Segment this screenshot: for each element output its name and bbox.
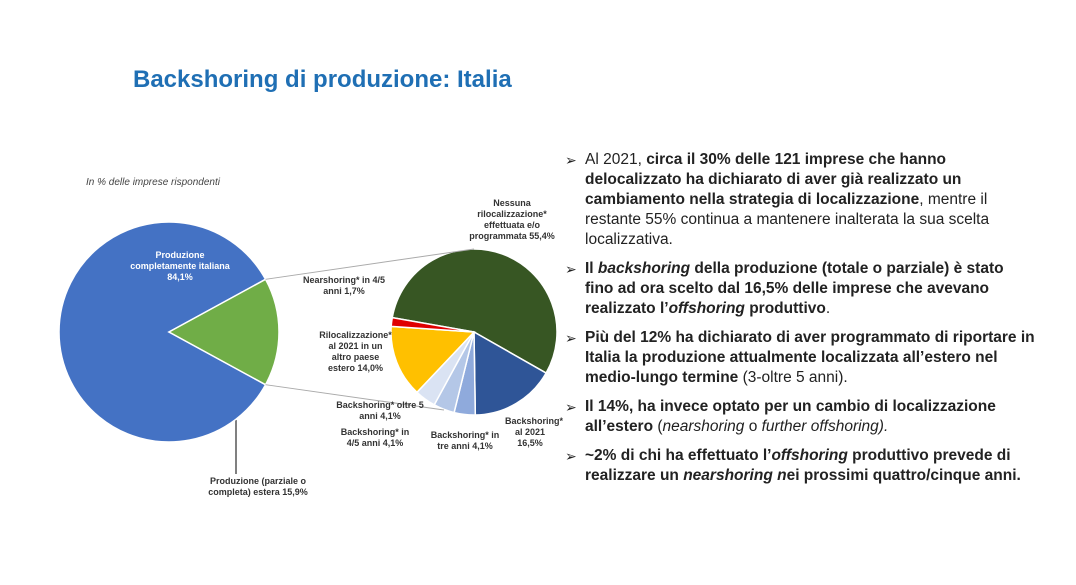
bullet: ~2% di chi ha effettuato l’offshoring pr… [565,446,1035,486]
slice-value: 4,1% [380,411,401,421]
bullet: Più del 12% ha dichiarato di aver progra… [565,328,1035,388]
bullet-text: Più del 12% ha dichiarato di aver progra… [585,329,1035,386]
bullet-text: , mentre il restante 55% continua a mant… [585,191,990,248]
bullet-text: ~2% di chi ha effettuato l’ [585,447,772,464]
slice-label: Nearshoring* in 4/5 anni 1,7% [298,275,390,297]
bullet-text: Al 2021, [585,151,647,168]
bullet-text: o [744,418,762,435]
bullet-text: ei prossimi quattro/cinque anni. [786,467,1021,484]
pie-slice [390,325,476,394]
slice-name: Backshoring* oltre 5 anni [336,400,424,421]
slice-name: Produzione completamente italiana [130,250,230,271]
bullet-text: produttivo [744,300,826,317]
slice-label: Produzione (parziale o completa) estera … [203,476,313,498]
pie-slice [167,278,280,386]
slice-value: 14,0% [357,363,384,373]
pie-slice [391,248,558,375]
slice-value: 84,1% [167,272,193,282]
slice-name: Rilocalizzazione* al 2021 in un altro pa… [319,330,392,373]
bullet: Al 2021, circa il 30% delle 121 imprese … [565,150,1035,250]
slice-label: Rilocalizzazione* al 2021 in un altro pa… [318,330,393,374]
slice-value: 4,1% [382,438,404,448]
slice-name: Backshoring* al 2021 [505,416,564,437]
bullet-text: . [825,300,831,317]
slice-value: 16,5% [517,438,543,448]
bullet-text: offshoring [771,447,848,464]
slide-title: Backshoring di produzione: Italia [133,66,512,93]
slice-name: Backshoring* in 4/5 anni [340,427,410,448]
slice-label: Backshoring* oltre 5 anni 4,1% [330,400,430,422]
connector-line [265,248,475,280]
bullet-text: nearshoring n [683,467,787,484]
slice-name: Backshoring* in tre anni [430,430,500,451]
slice-value: 4,1% [472,441,493,451]
pie-slice [58,221,267,443]
bullet-text: Il 14%, ha invece optato per un cambio d… [585,398,996,435]
slice-name: Produzione (parziale o completa) estera [208,476,306,497]
pie-slice [473,330,548,416]
pie-slice [390,316,475,333]
slice-label: Backshoring* in 4/5 anni 4,1% [335,427,415,449]
bullet-text: ( [653,418,663,435]
connector-line [265,384,445,411]
slice-value: 55,4% [529,231,555,241]
slice-label: Backshoring* al 2021 16,5% [505,416,563,449]
bullet-text: offshoring [668,300,745,317]
bullet-text: Il [585,260,598,277]
bullet: Il 14%, ha invece optato per un cambio d… [565,397,1035,437]
slice-label: Backshoring* in tre anni 4,1% [425,430,505,452]
bullet-list: Al 2021, circa il 30% delle 121 imprese … [565,150,1035,495]
bullet: Il backshoring della produzione (totale … [565,259,1035,319]
bullet-text: circa il 30% delle 121 imprese che hanno… [585,151,962,208]
slice-label: Produzione completamente italiana 84,1% [125,250,235,283]
slice-value: 1,7% [344,286,365,296]
slice-name: Nearshoring* in 4/5 anni [302,275,386,296]
slice-value: 15,9% [282,487,308,497]
chart-subtitle: In % delle imprese rispondenti [86,177,220,188]
bullet-text: nearshoring [662,418,745,435]
bullet-text: further offshoring). [761,418,889,435]
bullet-text: produttivo prevede di realizzare un [585,447,1011,484]
slice-name: Nessuna rilocalizzazione* effettuata e/o… [469,198,547,241]
slice-label: Nessuna rilocalizzazione* effettuata e/o… [462,198,562,242]
bullet-text: della produzione (totale o parziale) è s… [585,260,1004,317]
bullet-text: (3-oltre 5 anni). [738,369,848,386]
bullet-text: backshoring [597,260,691,277]
